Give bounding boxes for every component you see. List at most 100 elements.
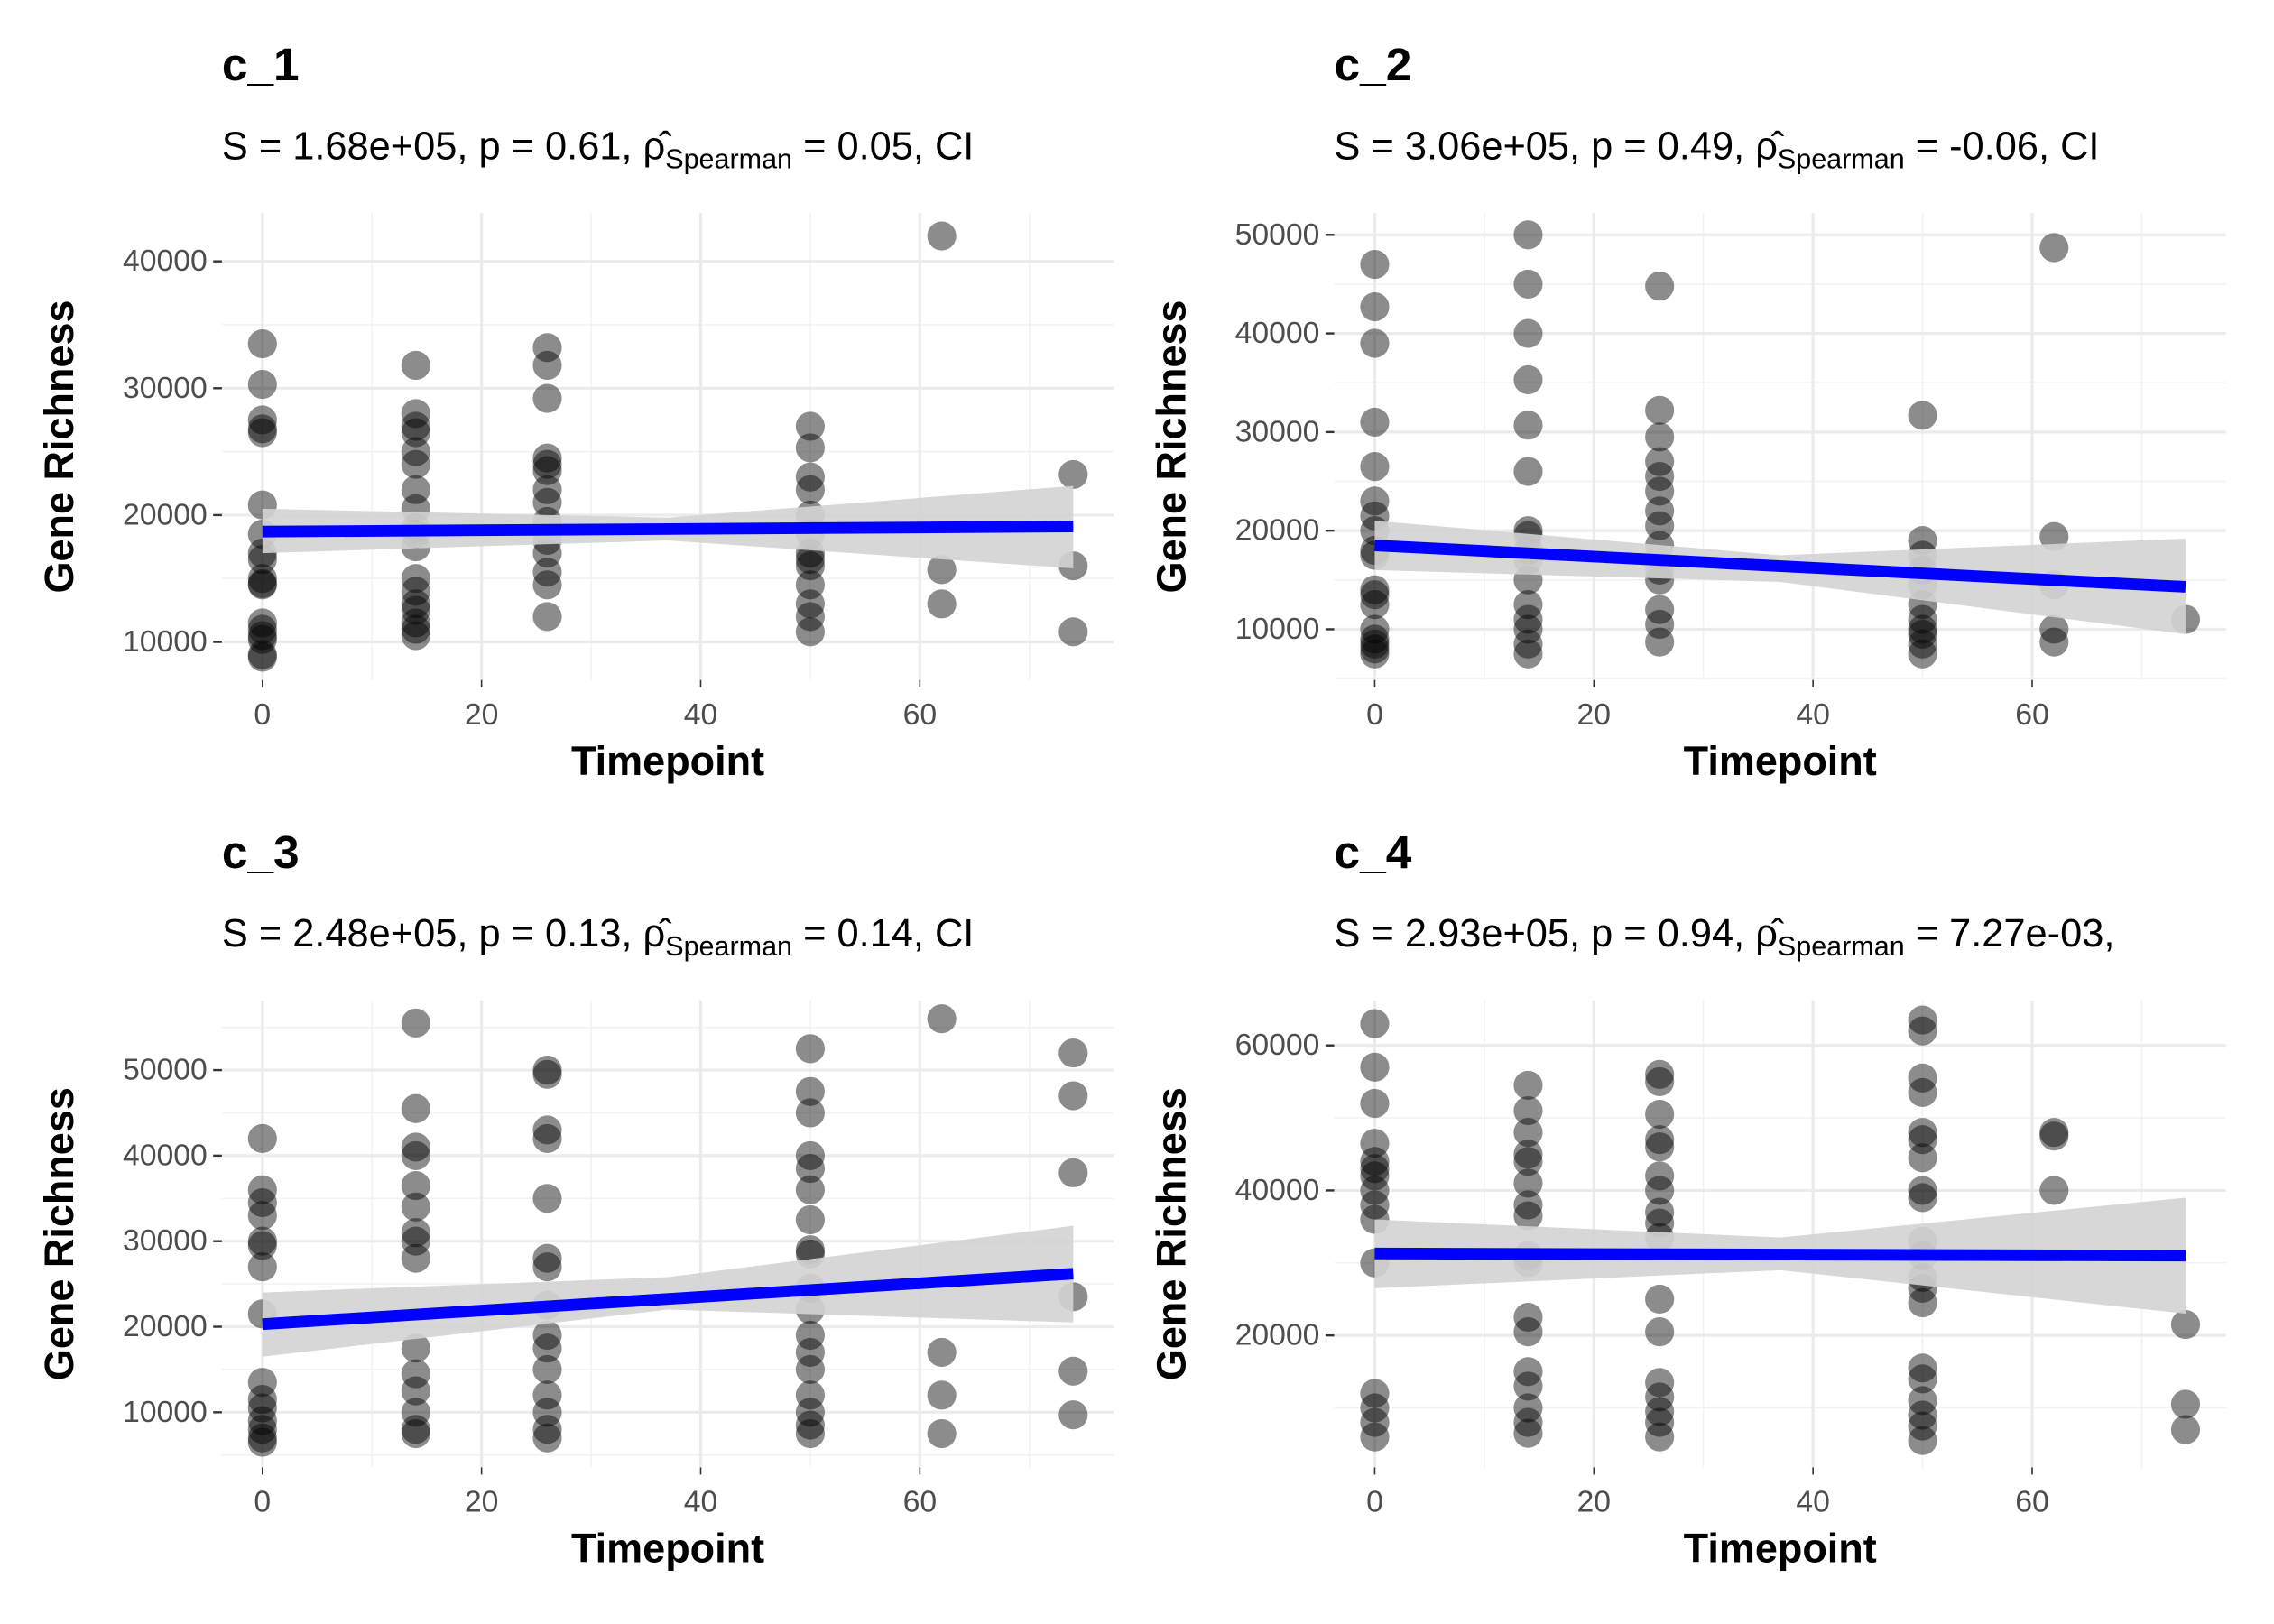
fit-line — [1374, 540, 2186, 593]
point — [1645, 1208, 1675, 1238]
point — [1908, 1386, 1937, 1416]
point — [795, 1354, 825, 1384]
x-tick-label: 40 — [684, 697, 718, 732]
point — [795, 1140, 825, 1170]
y-axis-title: Gene Richness — [36, 1087, 82, 1380]
point — [795, 411, 825, 441]
point — [927, 1004, 957, 1034]
point — [247, 1423, 277, 1453]
point — [1908, 1118, 1937, 1148]
confidence-band — [262, 1225, 1074, 1357]
point — [927, 555, 957, 585]
y-axis-title: Gene Richness — [1149, 300, 1195, 593]
point — [1513, 318, 1543, 348]
point — [532, 383, 562, 413]
point — [247, 621, 277, 651]
point — [795, 1154, 825, 1184]
point — [532, 558, 562, 587]
point — [532, 1333, 562, 1363]
point — [795, 1204, 825, 1235]
point — [532, 1184, 562, 1213]
point — [1513, 590, 1543, 620]
point — [795, 1337, 825, 1368]
point — [2170, 1310, 2201, 1340]
point — [401, 449, 430, 479]
point — [1360, 1009, 1390, 1038]
point — [247, 608, 277, 638]
point — [247, 640, 277, 669]
point — [532, 1059, 562, 1089]
point — [1645, 1197, 1675, 1227]
point — [532, 1354, 562, 1384]
point — [1058, 1356, 1088, 1386]
point — [1513, 1201, 1543, 1231]
point — [2039, 1176, 2069, 1205]
point — [927, 221, 957, 251]
point — [795, 433, 825, 463]
point — [247, 1427, 277, 1457]
x-tick-label: 40 — [1796, 697, 1830, 732]
confidence-band — [1374, 521, 2186, 634]
point — [1360, 328, 1390, 358]
panel-title: c_1 — [222, 38, 300, 90]
point — [1513, 629, 1543, 659]
point — [247, 1201, 277, 1231]
point — [1360, 1407, 1390, 1437]
point — [1360, 1422, 1390, 1452]
point — [401, 577, 430, 606]
point — [1908, 639, 1937, 669]
point — [795, 545, 825, 575]
point — [795, 1098, 825, 1128]
point — [532, 1243, 562, 1273]
point — [1645, 1066, 1675, 1096]
point — [401, 1140, 430, 1170]
point — [1908, 1400, 1937, 1430]
point — [247, 418, 277, 448]
point — [795, 551, 825, 581]
panel: c_1 S = 1.68e+05, p = 0.61, ρ̂Spearman = … — [36, 38, 1114, 784]
point — [1513, 1095, 1543, 1126]
point — [532, 539, 562, 568]
point — [1513, 457, 1543, 486]
point — [401, 608, 430, 638]
point — [1908, 526, 1937, 556]
point — [795, 1076, 825, 1106]
point — [795, 475, 825, 504]
y-tick-label: 50000 — [1235, 217, 1320, 252]
panel-title: c_2 — [1335, 38, 1412, 90]
y-axis-title: Gene Richness — [1149, 1087, 1195, 1380]
x-tick-label: 20 — [465, 697, 499, 732]
point — [1360, 580, 1390, 610]
point — [401, 1359, 430, 1389]
y-tick-label: 30000 — [123, 1223, 208, 1258]
point — [247, 1226, 277, 1256]
point — [927, 1380, 957, 1410]
subtitle-part: Spearman — [1778, 143, 1905, 174]
point — [795, 589, 825, 619]
point — [532, 1056, 562, 1085]
point — [1360, 1129, 1390, 1158]
point — [401, 1398, 430, 1427]
x-tick-label: 0 — [1366, 697, 1383, 732]
point — [401, 350, 430, 381]
x-tick-label: 60 — [2015, 697, 2049, 732]
subtitle-part: S = 2.48e+05, p = 0.13, ρ̂ — [222, 913, 672, 956]
y-tick-label: 20000 — [123, 497, 208, 531]
figure: c_1S = 1.68e+05, p = 0.61, ρ̂Spearman = … — [36, 38, 2226, 1571]
point — [1645, 1397, 1675, 1426]
point — [1908, 1287, 1937, 1318]
point — [1645, 272, 1675, 301]
point — [1360, 1147, 1390, 1176]
point — [2039, 1118, 2069, 1148]
point — [247, 614, 277, 644]
subtitle-part: Spearman — [1778, 931, 1905, 962]
point — [795, 602, 825, 632]
point — [927, 1418, 957, 1449]
point — [1360, 634, 1390, 664]
point — [1513, 1168, 1543, 1198]
x-tick-label: 20 — [465, 1484, 499, 1518]
point — [401, 1132, 430, 1162]
point — [532, 475, 562, 504]
point — [401, 1171, 430, 1201]
